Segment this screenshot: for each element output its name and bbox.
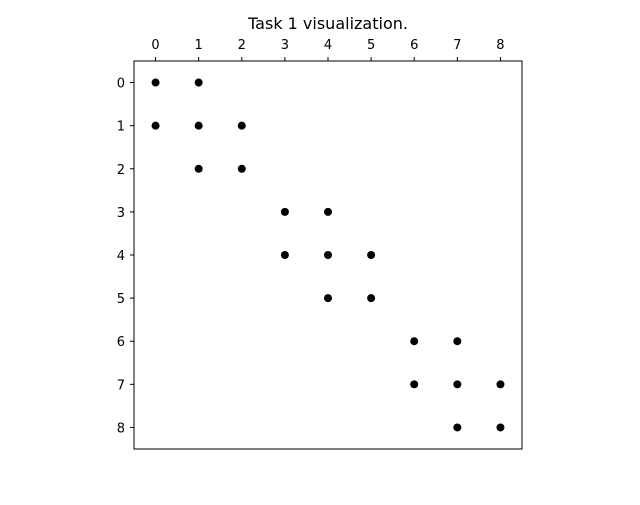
y-tick-label: 6 bbox=[117, 335, 125, 350]
x-tick-label: 4 bbox=[324, 38, 332, 53]
data-point bbox=[151, 121, 160, 130]
data-point bbox=[496, 423, 505, 432]
data-point bbox=[453, 337, 462, 346]
x-tick-label: 7 bbox=[453, 38, 461, 53]
x-tick-label: 6 bbox=[410, 38, 418, 53]
data-point bbox=[367, 294, 376, 303]
x-tick-label: 5 bbox=[367, 38, 375, 53]
x-tick-label: 8 bbox=[496, 38, 504, 53]
data-points bbox=[151, 78, 505, 432]
data-point bbox=[410, 380, 419, 389]
data-point bbox=[324, 251, 332, 259]
y-tick-label: 4 bbox=[117, 249, 125, 264]
data-point bbox=[151, 78, 160, 87]
y-tick-label: 7 bbox=[117, 378, 125, 393]
plot-frame bbox=[133, 60, 523, 450]
x-tick-label: 2 bbox=[238, 38, 246, 53]
data-point bbox=[237, 121, 246, 130]
data-point bbox=[453, 380, 462, 389]
data-point bbox=[410, 337, 419, 346]
x-tick-label: 0 bbox=[151, 38, 159, 53]
data-point bbox=[453, 423, 462, 432]
data-point bbox=[194, 121, 203, 130]
data-point bbox=[280, 207, 289, 216]
data-point bbox=[496, 380, 505, 389]
data-point bbox=[237, 164, 246, 173]
y-tick-label: 1 bbox=[117, 120, 125, 135]
data-point bbox=[324, 294, 332, 303]
chart-title: Task 1 visualization. bbox=[247, 14, 408, 33]
x-tick-label: 1 bbox=[195, 38, 203, 53]
x-axis-top: 0 1 2 3 4 5 6 7 8 bbox=[151, 38, 505, 61]
data-point bbox=[367, 251, 376, 259]
y-tick-label: 0 bbox=[117, 77, 125, 92]
y-tick-label: 8 bbox=[117, 421, 125, 436]
data-point bbox=[194, 164, 203, 173]
y-tick-label: 5 bbox=[117, 292, 125, 307]
data-point bbox=[280, 251, 289, 259]
x-tick-label: 3 bbox=[281, 38, 289, 53]
y-axis-left: 0 1 2 3 4 5 6 7 8 bbox=[117, 77, 134, 436]
y-tick-label: 3 bbox=[117, 206, 125, 221]
data-point bbox=[324, 207, 332, 216]
data-point bbox=[194, 78, 203, 87]
y-tick-label: 2 bbox=[117, 163, 125, 178]
